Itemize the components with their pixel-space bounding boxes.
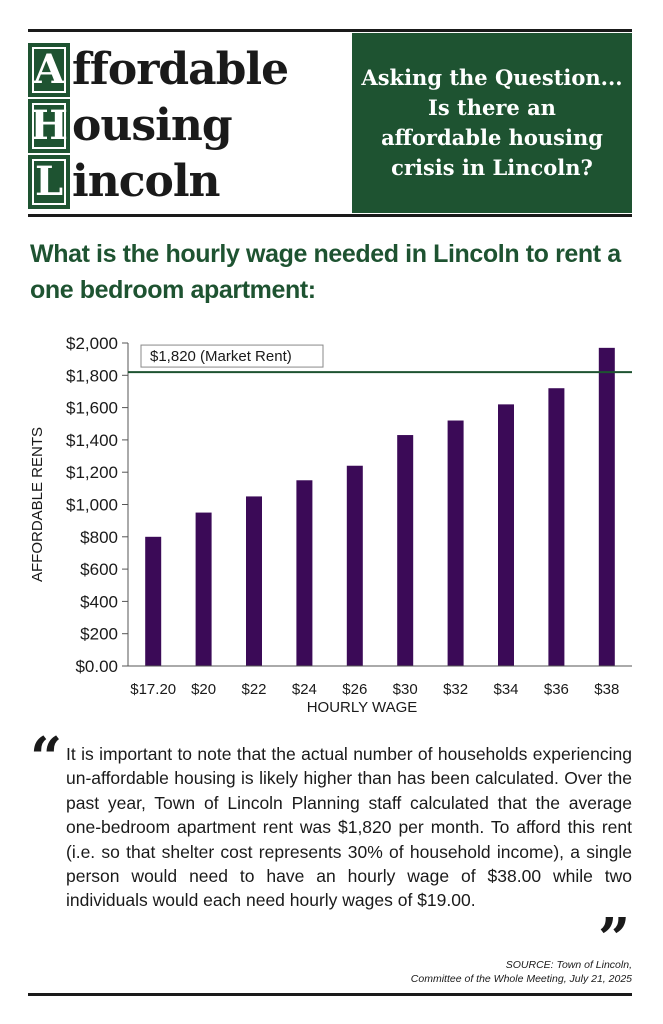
question-heading: What is the hourly wage needed in Lincol… [30,240,621,304]
bar-9 [598,347,615,666]
source-line: Committee of the Whole Meeting, July 21,… [410,973,632,985]
x-tick-label: $26 [342,681,367,698]
logo: A ffordable H ousing L incoln [28,33,350,213]
x-axis: $17.20 $20 $22 $24 $26 $30 $32 $34 $36 $38 [128,665,632,698]
bar-2 [246,496,262,666]
bar-8 [548,388,565,666]
y-tick-label: $1,200 [66,463,118,482]
bar-4 [346,465,363,666]
open-quote-mark: “ [30,725,63,791]
logo-word: ffordable [72,44,289,95]
x-tick-label: $36 [544,681,569,698]
x-tick-label: $38 [594,681,619,698]
y-tick-label: $800 [80,528,118,547]
logo-row-lincoln: L incoln [28,155,221,209]
logo-letter: A [32,46,66,93]
bar-7 [498,404,514,666]
x-tick-label: $22 [241,681,266,698]
logo-word: ousing [72,100,233,151]
banner-line: affordable housing [381,125,603,150]
y-axis: $0.00 $200 $400 $600 $800 $1,000 $1,200 $1,400 $… [66,334,129,676]
bar-6 [447,420,464,666]
x-tick-label: $20 [191,681,216,698]
y-tick-label: $2,000 [66,334,118,353]
logo-letter-box: L [28,155,70,209]
banner-text: Asking the Question... Is there an affor… [361,63,622,183]
x-tick-label: $24 [292,681,317,698]
bar-0 [145,536,162,666]
y-tick-label: $200 [80,625,118,644]
x-tick-label: $30 [393,681,418,698]
bar-5 [397,435,414,666]
reference-line-group: $1,820 (Market Rent) [128,344,632,374]
y-tick-label: $400 [80,592,118,611]
logo-letter: H [30,102,68,149]
y-tick-label: $1,800 [66,366,118,385]
source-line: SOURCE: Town of Lincoln, [505,959,632,971]
logo-letter-box: A [28,43,70,97]
banner-line: Is there an [428,95,556,120]
bar-3 [296,480,313,666]
bottom-rule [28,993,632,996]
question-banner: Asking the Question... Is there an affor… [352,33,632,213]
y-tick-label: $0.00 [75,657,118,676]
top-rule [28,29,632,32]
x-axis-label: HOURLY WAGE [307,699,418,716]
y-axis-label: AFFORDABLE RENTS [29,427,46,582]
market-rent-label-box [140,344,324,368]
x-tick-label: $34 [493,681,518,698]
logo-letter: L [32,159,66,205]
logo-row-housing: H ousing [28,99,233,153]
quote-text: It is important to note that the actual … [66,744,632,911]
header-rule [28,214,632,217]
x-tick-label: $17.20 [130,681,176,698]
y-tick-label: $1,600 [66,399,118,418]
y-tick-label: $1,400 [66,431,118,450]
logo-letter-box: H [28,99,70,153]
close-quote-mark: ” [598,906,631,972]
y-tick-label: $600 [80,560,118,579]
banner-line: Asking the Question... [361,65,623,90]
x-tick-label: $32 [443,681,468,698]
market-rent-label: $1,820 (Market Rent) [150,348,292,365]
y-tick-label: $1,000 [66,496,118,515]
banner-line: crisis in Lincoln? [391,155,593,180]
logo-word: incoln [72,156,221,207]
bars [145,347,615,666]
logo-row-affordable: A ffordable [28,43,289,97]
source-citation: SOURCE: Town of Lincoln, Committee of th… [300,958,632,986]
bar-1 [195,512,212,666]
bar-chart: $0.00 $200 $400 $600 $800 $1,000 $1,200 $1,400 $… [29,334,632,716]
